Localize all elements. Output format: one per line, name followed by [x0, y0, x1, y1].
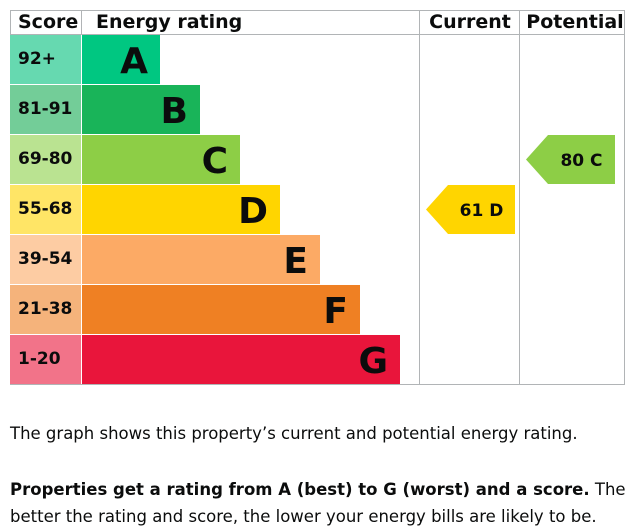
band-bar-g: [82, 335, 400, 384]
score-range-c: 69-80: [18, 149, 73, 169]
rating-bands: 92+ A 81-91 B 69-80 C 55-68 D 39-54 E 21-38 F 1-20 G: [10, 35, 400, 384]
score-range-e: 39-54: [18, 249, 73, 269]
current-rating-arrow: [426, 185, 515, 234]
band-bar-c: [82, 135, 240, 184]
score-range-g: 1-20: [18, 349, 61, 369]
score-cell-f: [10, 285, 81, 334]
chart-description: The graph shows this property’s current …: [10, 424, 578, 443]
score-cell-c: [10, 135, 81, 184]
band-letter-e: E: [283, 241, 308, 282]
band-letter-d: D: [238, 191, 268, 232]
score-range-f: 21-38: [18, 299, 72, 319]
score-range-a: 92+: [18, 49, 56, 69]
potential-rating-arrow: [526, 135, 615, 184]
rating-explanation-rest: The better the rating and score, the low…: [10, 480, 626, 526]
band-bar-f: [82, 285, 360, 334]
score-cell-g: [10, 335, 81, 384]
rating-explanation-bold: Properties get a rating from A (best) to…: [10, 480, 590, 499]
band-letter-c: C: [202, 141, 228, 182]
score-cell-b: [10, 85, 81, 134]
band-bar-b: [82, 85, 200, 134]
score-cell-e: [10, 235, 81, 284]
header-current: Current: [429, 11, 511, 33]
band-letter-a: A: [120, 41, 148, 82]
band-bar-e: [82, 235, 320, 284]
band-letter-g: G: [358, 341, 388, 382]
epc-chart: Score Energy rating Current Potential 92…: [10, 10, 625, 385]
header-potential: Potential: [526, 11, 623, 33]
band-bar-a: [82, 35, 160, 84]
score-cell-d: [10, 185, 81, 234]
band-letter-b: B: [161, 91, 188, 132]
current-rating-label: 61 D: [460, 201, 504, 221]
header-score: Score: [18, 11, 78, 33]
band-letter-f: F: [323, 291, 348, 332]
score-cell-a: [10, 35, 81, 84]
grid-lines: [10, 10, 625, 385]
header-energy-rating: Energy rating: [96, 11, 242, 33]
rating-explanation: Properties get a rating from A (best) to…: [10, 476, 630, 530]
potential-rating-label: 80 C: [560, 151, 602, 171]
score-range-d: 55-68: [18, 199, 72, 219]
score-range-b: 81-91: [18, 99, 72, 119]
rating-arrows: 61 D 80 C: [426, 135, 615, 234]
band-bar-d: [82, 185, 280, 234]
